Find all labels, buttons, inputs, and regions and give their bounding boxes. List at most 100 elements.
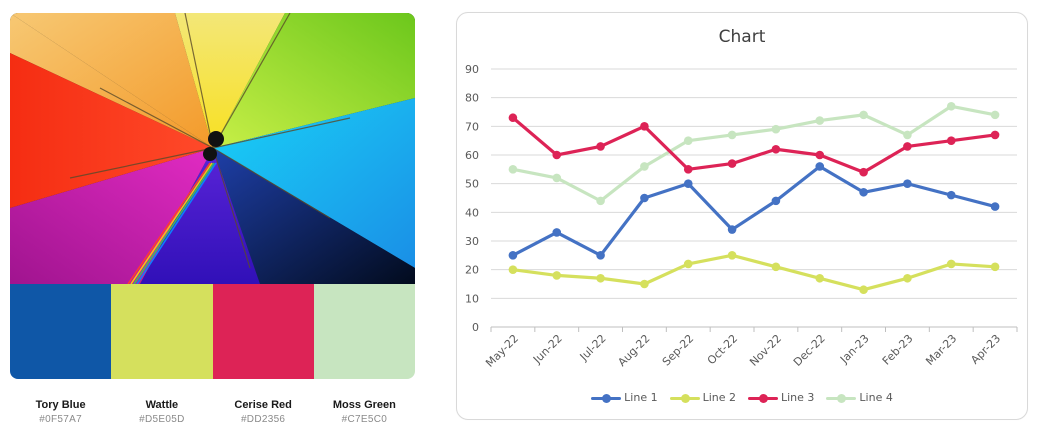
swatch-label: Tory Blue #0F57A7 (10, 398, 111, 428)
color-hex: #0F57A7 (39, 414, 82, 425)
data-point (508, 113, 518, 123)
legend-line-marker-icon (826, 392, 857, 404)
data-point (508, 165, 518, 174)
color-hex: #D5E05D (139, 414, 185, 425)
data-point (946, 136, 956, 145)
x-tick-label: Oct-22 (705, 332, 740, 367)
palette-card (10, 13, 415, 379)
data-point (683, 179, 693, 188)
swatch-label: Moss Green #C7E5C0 (314, 398, 415, 428)
y-tick-label: 0 (472, 321, 479, 334)
y-tick-label: 60 (465, 149, 479, 162)
legend-label: Line 2 (702, 391, 736, 404)
x-tick-label: Feb-23 (880, 332, 916, 368)
x-tick-label: Mar-23 (923, 332, 959, 368)
data-point (815, 116, 825, 125)
data-point (990, 110, 1000, 120)
data-point (640, 193, 649, 203)
y-tick-label: 40 (465, 206, 479, 219)
series-line-2 (508, 251, 1000, 295)
y-tick-label: 10 (465, 292, 479, 305)
data-point (815, 273, 825, 283)
color-name: Tory Blue (35, 399, 86, 411)
legend-line-marker-icon (669, 392, 700, 404)
data-point (596, 273, 605, 283)
data-point (903, 273, 912, 283)
data-point (552, 271, 562, 280)
data-point (859, 285, 868, 295)
legend-item: Line 4 (826, 391, 893, 404)
data-point (596, 251, 605, 260)
legend-line-marker-icon (591, 392, 622, 404)
data-point (727, 251, 737, 260)
data-point (508, 251, 518, 260)
chart-legend: Line 1 Line 2 Line 3 Line 4 (457, 391, 1027, 404)
data-point (727, 159, 737, 168)
swatch-moss-green (313, 284, 415, 379)
data-point (552, 173, 562, 183)
legend-line-marker-icon (748, 392, 778, 404)
color-hex: #DD2356 (240, 414, 286, 425)
swatch-cerise-red (212, 284, 314, 379)
data-point (946, 259, 956, 269)
data-point (990, 130, 1000, 140)
data-point (771, 196, 781, 206)
data-point (859, 187, 868, 197)
data-point (815, 162, 825, 171)
series-line-4 (508, 101, 1000, 206)
data-point (859, 110, 868, 120)
data-point (815, 150, 825, 160)
swatch-label: Cerise Red #DD2356 (213, 398, 314, 428)
data-point (596, 142, 605, 151)
data-point (903, 179, 912, 188)
data-point (552, 150, 562, 160)
data-point (596, 196, 605, 206)
x-tick-label: Aug-22 (615, 332, 652, 369)
color-name: Wattle (145, 399, 179, 411)
swatch-wattle (111, 284, 213, 379)
data-point (990, 202, 1000, 211)
swatch-tory-blue (10, 284, 112, 379)
data-point (771, 124, 781, 134)
series-line-3 (508, 113, 1000, 177)
y-tick-label: 80 (465, 92, 479, 105)
chart-card: Chart 0 10 20 30 40 50 60 70 80 90 May-22 Jun-22 Jul… (456, 12, 1028, 420)
data-point (727, 130, 737, 140)
legend-item: Line 1 (591, 391, 658, 404)
data-point (946, 190, 956, 200)
x-tick-label: Apr-23 (968, 332, 1003, 367)
y-tick-label: 90 (465, 63, 479, 76)
data-point (640, 122, 649, 131)
legend-label: Line 1 (624, 391, 658, 404)
data-point (859, 167, 868, 177)
x-tick-label: Nov-22 (747, 332, 784, 369)
data-point (727, 225, 737, 234)
x-tick-label: Jun-22 (530, 332, 565, 367)
legend-label: Line 3 (781, 391, 815, 404)
data-point (508, 265, 518, 274)
data-point (903, 142, 912, 151)
data-point (990, 262, 1000, 272)
data-point (946, 101, 956, 111)
y-tick-label: 70 (465, 120, 479, 133)
x-tick-label: May-22 (483, 332, 521, 370)
x-tick-label: Jul-22 (577, 332, 609, 364)
swatch-row (10, 284, 415, 379)
data-point (903, 130, 912, 140)
x-tick-label: Sep-22 (660, 332, 697, 369)
data-point (683, 259, 693, 269)
data-point (552, 228, 562, 237)
swatch-labels: Tory Blue #0F57A7 Wattle #D5E05D Cerise … (10, 398, 415, 428)
y-tick-label: 20 (465, 264, 479, 277)
y-tick-label: 50 (465, 178, 479, 191)
swatch-label: Wattle #D5E05D (111, 398, 212, 428)
line-chart-plot: 0 10 20 30 40 50 60 70 80 90 May-22 Jun-22 Jul-22 Aug… (465, 63, 1018, 370)
data-point (771, 262, 781, 272)
umbrella-photo (10, 13, 415, 284)
data-point (683, 165, 693, 174)
data-point (771, 144, 781, 154)
x-tick-label: Dec-22 (791, 332, 828, 369)
chart-title: Chart (718, 27, 766, 47)
color-name: Moss Green (332, 399, 396, 411)
legend-item: Line 3 (748, 391, 814, 404)
